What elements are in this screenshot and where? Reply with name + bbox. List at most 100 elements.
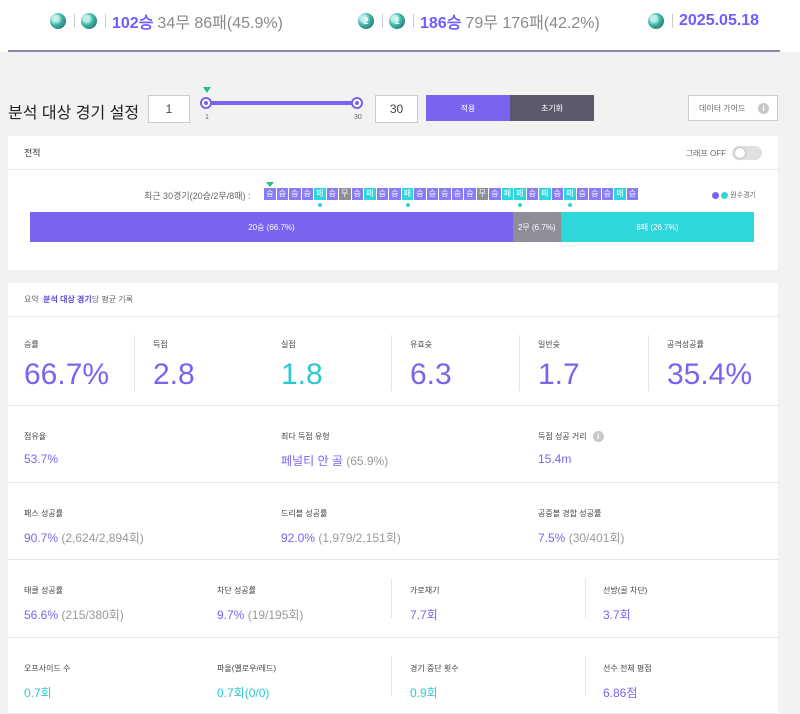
- stat-value-text: 0.7회: [24, 686, 52, 700]
- game-result-29: 패: [614, 188, 627, 200]
- rival-game-dot-icon: [568, 203, 572, 207]
- game-result-13: 승: [414, 188, 427, 200]
- stat-label-text: 파울(옐로우/레드): [217, 664, 277, 673]
- range-slider-start-handle[interactable]: [200, 97, 212, 109]
- stat-label-text: 패스 성공률: [24, 509, 64, 518]
- range-slider-end-handle[interactable]: [351, 97, 363, 109]
- stat-detail: (215/380회): [58, 608, 124, 622]
- stat-label-text: 차단 성공률: [217, 586, 257, 595]
- stat-value-text: 53.7%: [24, 452, 59, 466]
- stat-cell: 승률 66.7%: [24, 339, 109, 392]
- slider-min-label: 1: [205, 114, 209, 121]
- stat-label-text: 선수 전체 평점: [603, 664, 652, 673]
- stat-value-text: 66.7%: [24, 358, 110, 391]
- summary-header: 요약 : 분석 대상 경기 당 평균 기록: [8, 283, 778, 317]
- stat-label: 경기 중단 횟수: [410, 663, 459, 674]
- stat-label-text: 일반슛: [538, 340, 561, 349]
- summary-suffix: 당 평균 기록: [91, 295, 134, 304]
- summary-row3: 패스 성공률 90.7% (2,624/2,894회) 드리블 성공률 92.0% (…: [8, 483, 778, 560]
- stat-value: 6.3: [410, 358, 452, 392]
- stat-label: 공격성공률: [667, 339, 752, 350]
- summary-row5: 오프사이드 수 0.7회 파울(옐로우/레드) 0.7회(0/0) 경기 중단 횟수 0.…: [8, 638, 778, 714]
- game-result-6: 승: [326, 188, 339, 200]
- stat-value: 1.8: [281, 358, 323, 392]
- graph-toggle[interactable]: 그래프 OFF: [686, 146, 762, 160]
- record-date-text: 2025.05.18: [679, 12, 760, 29]
- summary-row2: 점유율 53.7% 최다 득점 유형 페널티 안 골 (65.9%) 득점 성공 거리 i…: [8, 406, 778, 483]
- stat-detail: (30/401회): [565, 531, 625, 545]
- data-guide-button[interactable]: 데이터 가이드 i: [688, 95, 778, 121]
- stat-label: 파울(옐로우/레드): [217, 663, 276, 674]
- summary-highlight: 분석 대상 경기: [43, 295, 92, 304]
- stat-label: 가로채기: [410, 585, 439, 596]
- game-result-8: 승: [351, 188, 364, 200]
- stat-cell: 공중볼 경합 성공률 7.5% (30/401회): [538, 508, 624, 546]
- info-icon[interactable]: i: [592, 431, 604, 442]
- stat-value: 0.9회: [410, 684, 459, 701]
- stat-cell: 득점 2.8: [153, 339, 195, 392]
- stat-value: 53.7%: [24, 452, 58, 466]
- record-wins: 186승: [420, 15, 462, 32]
- game-result-23: 패: [539, 188, 552, 200]
- stat-detail: (2,624/2,894회): [58, 531, 144, 545]
- game-result-12: 패: [401, 188, 414, 207]
- stat-value: 페널티 안 골 (65.9%): [281, 452, 388, 469]
- stat-label-text: 유효슛: [410, 340, 433, 349]
- stat-label: 오프사이드 수: [24, 663, 70, 674]
- graph-toggle-switch[interactable]: [732, 146, 762, 160]
- stat-label-text: 가로채기: [410, 586, 440, 595]
- stat-cell: 점유율 53.7%: [24, 431, 58, 466]
- rank-gem-icon: [50, 13, 66, 29]
- game-result-16: 승: [451, 188, 464, 200]
- game-result-14: 승: [426, 188, 439, 200]
- range-to-input[interactable]: 30: [375, 95, 418, 123]
- stat-value-text: 15.4m: [538, 452, 572, 466]
- stat-label-text: 득점: [153, 340, 168, 349]
- stat-label: 득점 성공 거리 i: [538, 431, 604, 442]
- stat-value: 2.8: [153, 358, 195, 392]
- record-date: 2025.05.18: [648, 10, 759, 32]
- cell-divider: [648, 335, 649, 391]
- stat-value: 35.4%: [667, 358, 752, 392]
- graph-toggle-label: 그래프 OFF: [685, 148, 726, 158]
- stat-label: 패스 성공률: [24, 508, 144, 519]
- stat-value-text: 56.6%: [24, 608, 59, 622]
- stat-label: 점유율: [24, 431, 58, 442]
- apply-button[interactable]: 적용: [426, 95, 510, 121]
- stat-label-text: 오프사이드 수: [24, 664, 71, 673]
- stat-value: 66.7%: [24, 358, 109, 392]
- rank-gem-icon: [389, 13, 405, 29]
- stat-label: 유효슛: [410, 339, 452, 350]
- game-result-10: 승: [376, 188, 389, 200]
- range-from-input[interactable]: 1: [148, 95, 190, 123]
- game-result-7: 무: [339, 188, 352, 200]
- cell-divider: [519, 335, 520, 391]
- stat-cell: 선수 전체 평점 6.86점: [603, 663, 652, 701]
- game-result-11: 승: [389, 188, 402, 200]
- range-slider-track[interactable]: [206, 101, 358, 105]
- record-rest: 34무 86패(45.9%): [157, 15, 283, 32]
- stat-cell: 선방(골 차단) 3.7회: [603, 585, 647, 623]
- divider: [105, 14, 106, 28]
- legend: 원수경기: [712, 190, 756, 200]
- record-team-a: 102승 34무 86패(45.9%): [50, 10, 283, 32]
- reset-button[interactable]: 초기화: [510, 95, 594, 121]
- game-result-26: 승: [576, 188, 589, 200]
- game-result-3: 승: [289, 188, 302, 200]
- rival-game-dot-icon: [405, 203, 410, 207]
- stat-value: 0.7회: [24, 684, 70, 701]
- stat-value: 56.6% (215/380회): [24, 606, 124, 623]
- legend-dot-icon: [721, 191, 729, 199]
- stat-value-text: 9.7%: [217, 608, 245, 622]
- stat-label-text: 공중볼 경합 성공률: [538, 509, 602, 518]
- legend-dot-icon: [712, 191, 720, 199]
- stat-cell: 실점 1.8: [281, 339, 323, 392]
- game-result-24: 승: [551, 188, 564, 200]
- stat-value: 3.7회: [603, 606, 647, 623]
- stat-cell: 유효슛 6.3: [410, 339, 452, 392]
- stat-value-text: 3.7회: [603, 608, 631, 622]
- stat-cell: 일반슛 1.7: [538, 339, 580, 392]
- stat-value-text: 1.8: [281, 358, 323, 391]
- stat-label: 차단 성공률: [217, 585, 303, 596]
- game-result-15: 승: [439, 188, 452, 200]
